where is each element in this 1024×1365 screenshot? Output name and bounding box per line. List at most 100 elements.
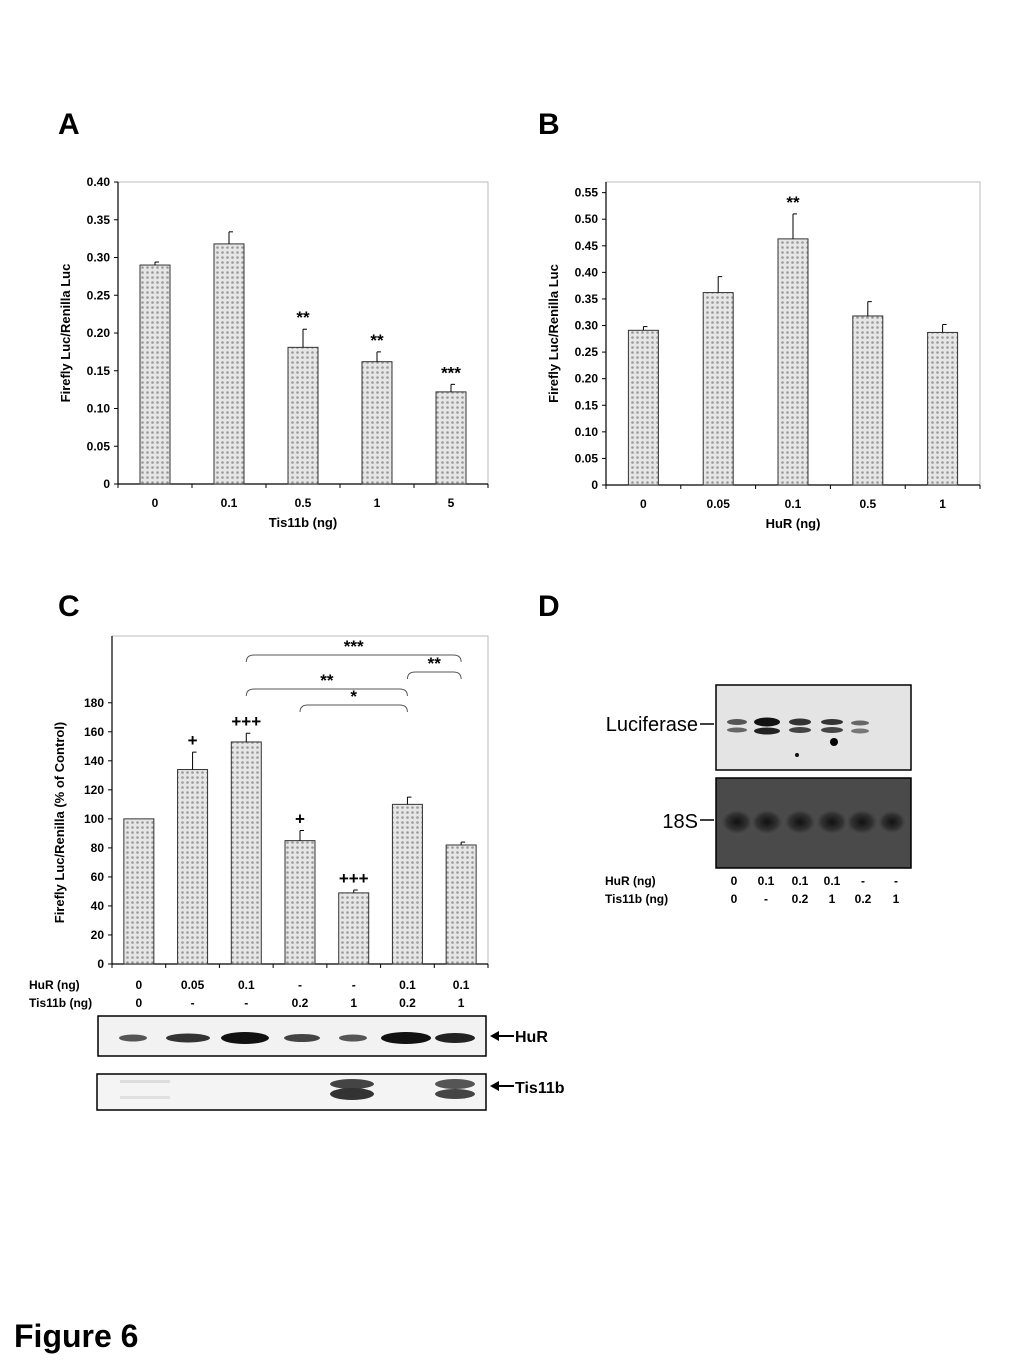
figure-title: Figure 6: [14, 1318, 139, 1354]
bar: [123, 818, 155, 965]
y-tick-label: 180: [84, 696, 104, 710]
tis11b-dose-label: 0: [136, 996, 143, 1010]
chart-b: 00.050.100.150.200.250.300.350.400.450.5…: [546, 181, 981, 531]
y-tick-label: 140: [84, 754, 104, 768]
bar: [338, 892, 370, 965]
significance-label: **: [296, 308, 310, 327]
y-tick-label: 0: [591, 478, 598, 492]
tis11b-dose-label: 1: [893, 892, 900, 906]
hur-dose-label: 0: [731, 874, 738, 888]
y-tick-label: 0.10: [575, 425, 599, 439]
x-tick-label: 0.5: [295, 496, 312, 510]
y-tick-label: 0.25: [575, 345, 599, 359]
bracket-label: **: [428, 654, 442, 673]
y-tick-label: 80: [91, 841, 105, 855]
blot-d-condition-table: HuR (ng) Tis11b (ng) 0 0.1 0.1 0.1 - - 0 - 0.2 1 0.2…: [605, 874, 900, 906]
panel-label-b: B: [538, 108, 560, 141]
bar: [287, 346, 319, 485]
tis11b-blot: [96, 1073, 487, 1111]
bar: [927, 331, 959, 486]
tis11b-dose-label: 1: [458, 996, 465, 1010]
condition-row-label: Tis11b (ng): [605, 892, 668, 906]
x-axis-label: HuR (ng): [766, 516, 821, 531]
significance-label: +: [188, 731, 198, 750]
tis11b-dose-label: 1: [350, 996, 357, 1010]
y-axis-label: Firefly Luc/Renilla (% of Control): [52, 722, 67, 924]
bar: [177, 769, 209, 965]
x-tick-label: 0.1: [221, 496, 238, 510]
panel-label-a: A: [58, 108, 80, 141]
significance-bracket: [245, 688, 408, 697]
y-tick-label: 100: [84, 812, 104, 826]
y-tick-label: 0.35: [575, 292, 599, 306]
bracket-label: *: [350, 687, 357, 706]
chart-a: 0 0.05 0.10 0.15 0.20 0.25 0.30 0.35 0.40 0 0.1 0.5…: [58, 175, 489, 530]
hur-blot: [97, 1015, 487, 1057]
tis11b-dose-label: 0: [731, 892, 738, 906]
y-tick-label: 60: [91, 870, 105, 884]
tis11b-dose-label: 0.2: [399, 996, 416, 1010]
y-tick-label: 20: [91, 928, 105, 942]
y-tick-label: 0.15: [87, 364, 111, 378]
x-tick-label: 0: [152, 496, 159, 510]
tis11b-dose-label: -: [764, 892, 768, 906]
bar: [852, 315, 884, 486]
y-tick-label: 0.25: [87, 288, 111, 302]
luciferase-label: Luciferase: [606, 714, 698, 736]
y-tick-label: 0.50: [575, 212, 599, 226]
condition-row-label: Tis11b (ng): [29, 996, 92, 1010]
tis11b-arrow: [490, 1081, 514, 1091]
y-tick-label: 0.45: [575, 239, 599, 253]
panel-label-d: D: [538, 590, 560, 623]
hur-dose-label: -: [298, 978, 302, 992]
bar: [230, 741, 262, 965]
condition-row-label: HuR (ng): [605, 874, 656, 888]
y-tick-label: 120: [84, 783, 104, 797]
significance-label: **: [370, 331, 384, 350]
hur-dose-label: 0.1: [238, 978, 255, 992]
bar: [435, 391, 467, 485]
bar: [777, 238, 809, 486]
y-tick-label: 0.30: [87, 251, 111, 265]
y-tick-label: 160: [84, 725, 104, 739]
y-tick-label: 0.15: [575, 398, 599, 412]
y-tick-label: 0.05: [87, 439, 111, 453]
hur-dose-label: 0.1: [453, 978, 470, 992]
y-tick-label: 0.10: [87, 402, 111, 416]
y-axis-label: Firefly Luc/Renilla Luc: [58, 264, 73, 403]
hur-dose-label: 0: [136, 978, 143, 992]
y-tick-label: 0.20: [575, 372, 599, 386]
x-tick-label: 0.1: [785, 497, 802, 511]
tis11b-dose-label: 1: [829, 892, 836, 906]
bracket-label: **: [320, 671, 334, 690]
luciferase-blot: [715, 684, 912, 771]
y-tick-label: 0.35: [87, 213, 111, 227]
bar: [213, 243, 245, 485]
hur-dose-label: 0.1: [758, 874, 775, 888]
y-tick-label: 0: [103, 477, 110, 491]
hur-dose-label: -: [861, 874, 865, 888]
significance-label: +++: [339, 869, 369, 888]
y-tick-label: 0: [97, 957, 104, 971]
x-tick-label: 0.5: [859, 497, 876, 511]
y-tick-label: 0.55: [575, 186, 599, 200]
x-tick-label: 5: [448, 496, 455, 510]
hur-dose-label: 0.1: [792, 874, 809, 888]
tis11b-dose-label: -: [244, 996, 248, 1010]
y-tick-label: 0.05: [575, 451, 599, 465]
tis11b-dose-label: 0.2: [855, 892, 872, 906]
bar: [702, 292, 734, 486]
y-tick-label: 0.30: [575, 319, 599, 333]
significance-label: +: [295, 809, 305, 828]
panel-label-c: C: [58, 590, 80, 623]
hur-dose-label: 0.05: [181, 978, 205, 992]
x-tick-label: 0.05: [707, 497, 731, 511]
hur-blot-label: HuR: [515, 1029, 548, 1046]
y-axis-label: Firefly Luc/Renilla Luc: [546, 264, 561, 403]
significance-bracket: [245, 654, 462, 663]
x-tick-label: 1: [374, 496, 381, 510]
hur-dose-label: -: [894, 874, 898, 888]
tis11b-dose-label: 0.2: [292, 996, 309, 1010]
significance-label: **: [786, 193, 800, 212]
